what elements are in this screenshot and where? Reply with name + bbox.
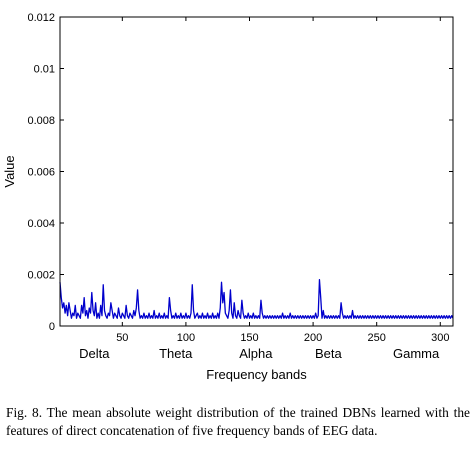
y-tick-label: 0.008 bbox=[27, 115, 55, 127]
band-label-theta: Theta bbox=[159, 346, 193, 361]
x-tick-label: 250 bbox=[368, 332, 386, 344]
y-tick-label: 0.01 bbox=[34, 64, 55, 76]
y-tick-label: 0 bbox=[49, 321, 55, 333]
chart: 0 0.002 0.004 0.006 0.008 0.01 0.012 50 100 150 2… bbox=[2, 12, 454, 382]
band-label-gamma: Gamma bbox=[393, 346, 440, 361]
y-tick-label: 0.006 bbox=[27, 167, 55, 179]
x-axis-ticks: 50 100 150 200 250 300 bbox=[116, 17, 449, 344]
x-tick-label: 100 bbox=[177, 332, 195, 344]
figure-caption: Fig. 8. The mean absolute weight distrib… bbox=[6, 405, 470, 438]
band-label-beta: Beta bbox=[315, 346, 343, 361]
band-label-delta: Delta bbox=[79, 346, 110, 361]
band-labels: Delta Theta Alpha Beta Gamma bbox=[79, 346, 440, 361]
series-line bbox=[59, 278, 454, 319]
plot-frame bbox=[59, 16, 454, 327]
x-tick-label: 200 bbox=[304, 332, 322, 344]
y-axis-label: Value bbox=[2, 155, 17, 187]
band-label-alpha: Alpha bbox=[239, 346, 273, 361]
y-tick-label: 0.002 bbox=[27, 270, 55, 282]
x-tick-label: 150 bbox=[240, 332, 258, 344]
x-tick-label: 300 bbox=[431, 332, 449, 344]
y-axis-ticks: 0 0.002 0.004 0.006 0.008 0.01 0.012 bbox=[27, 12, 453, 333]
y-tick-label: 0.004 bbox=[27, 218, 55, 230]
y-tick-label: 0.012 bbox=[27, 12, 55, 24]
x-tick-label: 50 bbox=[116, 332, 128, 344]
x-axis-label: Frequency bands bbox=[206, 367, 307, 382]
